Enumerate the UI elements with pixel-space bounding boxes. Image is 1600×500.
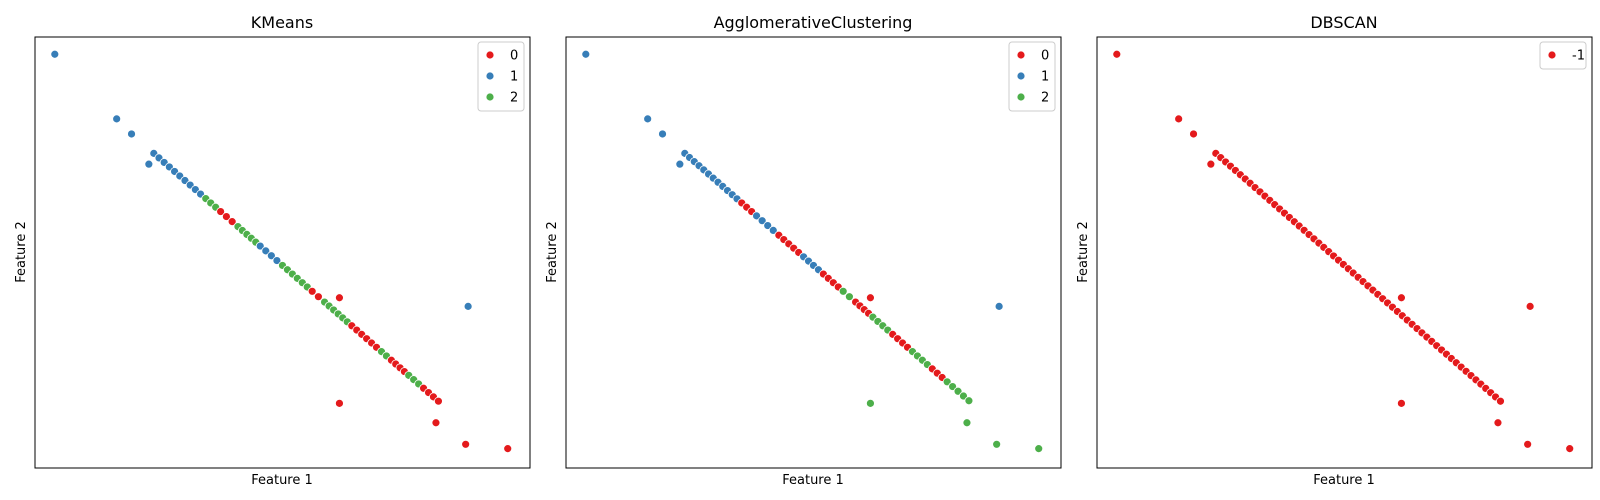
y-axis-label: Feature 2: [545, 221, 560, 283]
legend-label: -1: [1572, 49, 1585, 64]
plot-area: [1096, 36, 1593, 469]
scatter-point: [866, 293, 875, 303]
legend-box: [1539, 41, 1587, 70]
scatter-point: [581, 49, 591, 59]
scatter-point: [844, 292, 854, 302]
scatter-point: [431, 418, 441, 428]
scatter-point: [1523, 439, 1533, 449]
y-axis-label: Feature 2: [1076, 221, 1091, 283]
legend-marker: [485, 71, 495, 81]
scatter-point: [127, 129, 136, 139]
legend-marker: [1016, 50, 1026, 60]
scatter-point: [1397, 398, 1406, 408]
scatter-point: [1206, 159, 1216, 169]
scatter-point: [261, 246, 271, 256]
scatter-point: [461, 439, 471, 449]
chart-title: AgglomerativeClustering: [714, 13, 913, 32]
chart-title: DBSCAN: [1310, 13, 1377, 32]
legend-marker: [1016, 92, 1026, 102]
scatter-point: [216, 207, 226, 216]
scatter-point: [272, 256, 282, 265]
scatter-point: [959, 391, 968, 401]
scatter-point: [994, 301, 1004, 311]
legend: 0 1 2: [1008, 41, 1056, 112]
panel-dbscan: DBSCAN Feature 1 Feature 2 -1: [1076, 13, 1593, 488]
scatter-points: [581, 49, 1044, 454]
scatter-point: [255, 241, 265, 251]
scatter-point: [50, 49, 60, 59]
scatter-point: [838, 286, 848, 296]
scatter-point: [1565, 444, 1575, 454]
plot-area: [34, 36, 531, 469]
legend: 0 1 2: [477, 41, 525, 112]
panel-kmeans: KMeans Feature 1 Feature 2 0 1 2: [14, 13, 531, 488]
scatter-point: [463, 301, 473, 311]
scatter-point: [434, 396, 443, 406]
scatter-point: [675, 159, 685, 169]
panel-agglomerative: AgglomerativeClustering Feature 1 Featur…: [545, 13, 1062, 488]
chart-title: KMeans: [251, 13, 313, 32]
scatter-point: [227, 217, 237, 227]
scatter-points: [50, 49, 513, 454]
scatter-point: [307, 286, 317, 296]
legend-marker: [485, 92, 495, 102]
legend-label: 2: [1041, 91, 1049, 106]
scatter-point: [503, 444, 513, 454]
scatter-point: [112, 114, 122, 124]
scatter-point: [658, 129, 667, 139]
legend-marker: [485, 50, 495, 60]
legend-label: 1: [1041, 70, 1049, 85]
legend: -1: [1539, 41, 1587, 70]
legend-label: 1: [510, 70, 518, 85]
scatter-point: [335, 293, 344, 303]
scatter-point: [942, 377, 952, 387]
scatter-point: [964, 396, 974, 406]
scatter-point: [1493, 418, 1503, 428]
legend-label: 0: [1041, 49, 1049, 64]
scatter-point: [962, 418, 972, 428]
scatter-point: [1397, 293, 1406, 303]
scatter-point: [752, 211, 761, 221]
scatter-point: [1525, 301, 1535, 311]
legend-label: 0: [510, 49, 518, 64]
y-axis-label: Feature 2: [14, 221, 29, 283]
scatter-point: [1112, 49, 1122, 59]
scatter-point: [335, 398, 344, 408]
scatter-point: [992, 439, 1002, 449]
scatter-point: [866, 398, 875, 408]
scatter-point: [1174, 114, 1184, 124]
legend-marker: [1547, 50, 1557, 60]
scatter-point: [763, 221, 773, 230]
x-axis-label: Feature 1: [251, 473, 313, 488]
plot-area: [565, 36, 1062, 469]
x-axis-label: Feature 1: [782, 473, 844, 488]
scatter-point: [1189, 129, 1198, 139]
legend-marker: [1016, 71, 1026, 81]
scatter-point: [221, 212, 231, 221]
scatter-point: [768, 226, 778, 235]
scatter-point: [1034, 444, 1044, 454]
scatter-point: [144, 159, 154, 169]
legend-label: 2: [510, 91, 518, 106]
scatter-point: [266, 251, 276, 261]
scatter-point: [1496, 396, 1505, 406]
x-axis-label: Feature 1: [1313, 473, 1375, 488]
scatter-point: [643, 114, 653, 124]
scatter-points: [1112, 49, 1575, 454]
scatter-point: [313, 292, 323, 302]
scatter-point: [757, 216, 767, 226]
